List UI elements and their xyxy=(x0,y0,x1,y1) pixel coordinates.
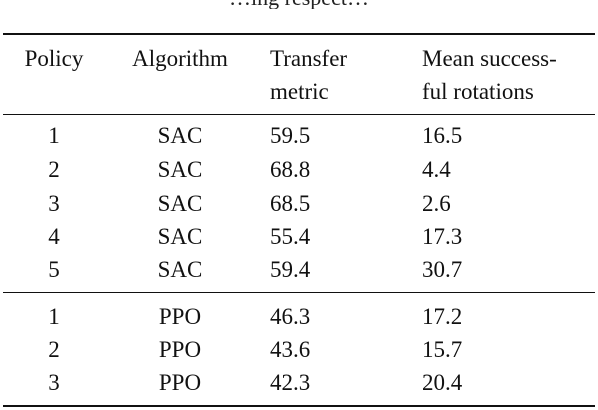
cell-algorithm: SAC xyxy=(157,257,203,282)
cell-algorithm: SAC xyxy=(157,224,203,249)
cell-mean: 2.6 xyxy=(422,191,451,216)
cell-transfer: 46.3 xyxy=(270,304,311,329)
header-policy: Policy xyxy=(24,46,84,71)
header-mean-line1: Mean success- xyxy=(422,46,557,71)
cell-policy: 4 xyxy=(48,224,60,249)
cell-mean: 4.4 xyxy=(422,157,451,182)
cell-mean: 17.2 xyxy=(422,304,463,329)
cell-algorithm: SAC xyxy=(157,157,203,182)
cell-algorithm: SAC xyxy=(157,191,203,216)
cell-transfer: 55.4 xyxy=(270,224,311,249)
caption-fragment: …ing respect… xyxy=(0,0,598,9)
cell-mean: 16.5 xyxy=(422,123,463,148)
bottom-rule xyxy=(3,405,595,407)
cell-policy: 5 xyxy=(48,257,60,282)
cell-algorithm: PPO xyxy=(158,370,202,395)
cell-algorithm: PPO xyxy=(158,337,202,362)
cell-mean: 20.4 xyxy=(422,370,463,395)
header-algorithm: Algorithm xyxy=(132,46,228,71)
header-transfer-line2: metric xyxy=(270,79,329,104)
cell-mean: 17.3 xyxy=(422,224,463,249)
header-rule xyxy=(3,114,595,115)
top-rule xyxy=(3,33,595,35)
cell-transfer: 43.6 xyxy=(270,337,311,362)
cell-transfer: 68.5 xyxy=(270,191,311,216)
cell-policy: 1 xyxy=(48,123,60,148)
cell-mean: 30.7 xyxy=(422,257,463,282)
cell-algorithm: PPO xyxy=(158,304,202,329)
cell-policy: 2 xyxy=(48,157,60,182)
cell-transfer: 68.8 xyxy=(270,157,311,182)
group-separator-rule xyxy=(3,292,595,293)
cell-policy: 3 xyxy=(48,191,60,216)
cell-transfer: 59.5 xyxy=(270,123,311,148)
header-mean-line2: ful rotations xyxy=(422,79,534,104)
cell-policy: 1 xyxy=(48,304,60,329)
cell-transfer: 59.4 xyxy=(270,257,311,282)
header-transfer-line1: Transfer xyxy=(270,46,348,71)
cell-algorithm: SAC xyxy=(157,123,203,148)
cell-mean: 15.7 xyxy=(422,337,463,362)
cell-policy: 3 xyxy=(48,370,60,395)
cell-transfer: 42.3 xyxy=(270,370,311,395)
cell-policy: 2 xyxy=(48,337,60,362)
